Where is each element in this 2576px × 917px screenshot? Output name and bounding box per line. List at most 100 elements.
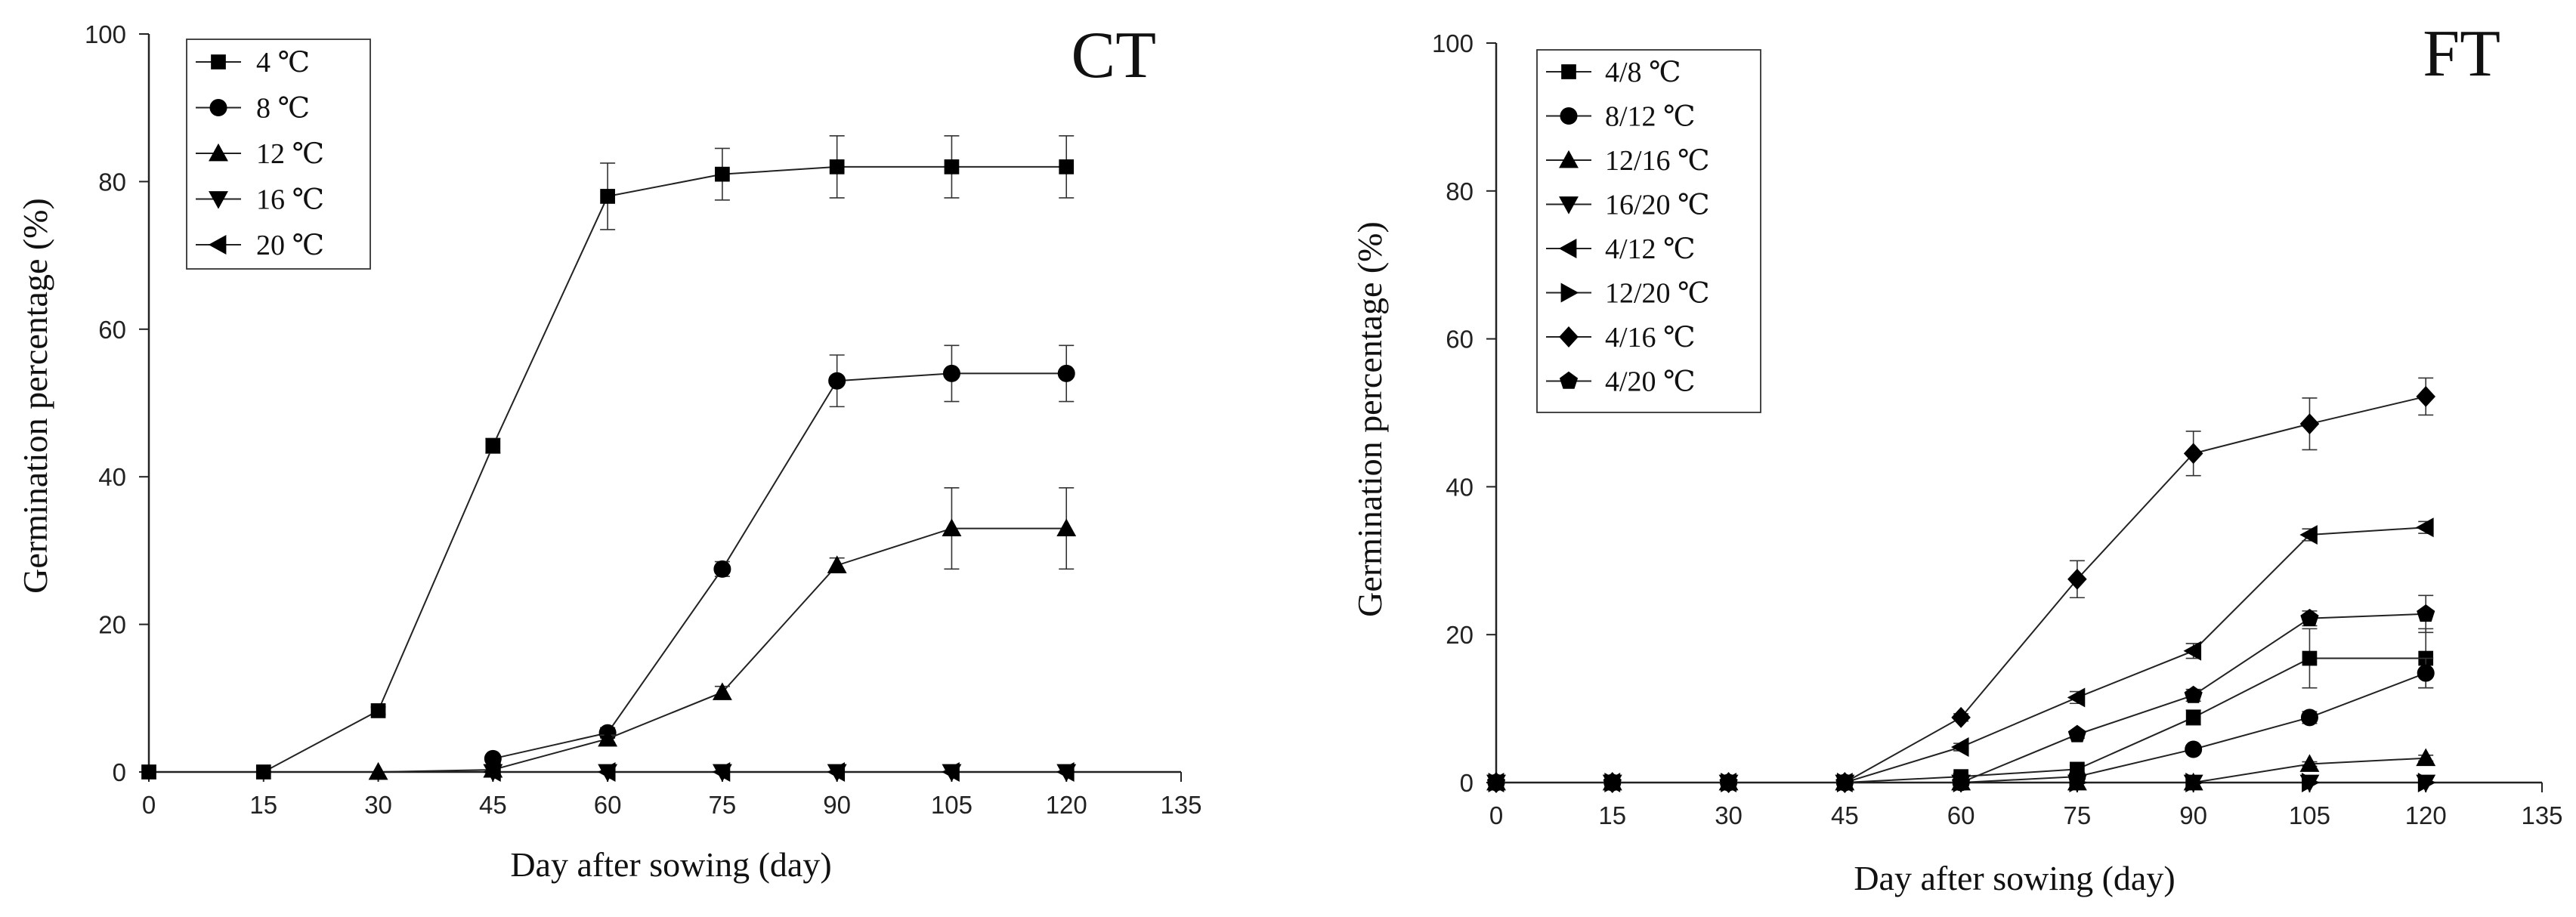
ft-point-12-20	[2417, 773, 2436, 792]
ft-legend-marker	[1560, 283, 1579, 303]
ct-legend-entry: 16 ℃	[196, 184, 324, 216]
ft-x-tick-label: 105	[2289, 801, 2330, 829]
ft-legend-marker	[1559, 196, 1579, 215]
ct-point-8	[828, 372, 846, 390]
ft-legend-label: 4/20 ℃	[1605, 366, 1696, 398]
ft-point-12-16	[2416, 748, 2436, 767]
ft-legend-entry: 12/20 ℃	[1546, 278, 1710, 310]
ct-x-tick-label: 120	[1046, 791, 1087, 819]
ft-point-4-16	[2067, 568, 2087, 590]
ft-x-tick-label: 135	[2521, 801, 2562, 829]
ft-point-4-20	[2417, 604, 2435, 622]
ft-point-12-20	[2069, 773, 2088, 792]
ft-series-4-20	[1486, 594, 2435, 791]
ct-y-axis-title: Germination percentage (%)	[16, 198, 54, 594]
ct-series-4	[141, 135, 1075, 780]
ct-y-tick-label: 0	[113, 758, 126, 786]
ct-series-8	[484, 344, 1075, 767]
ct-point-4	[255, 764, 271, 780]
ft-point-4-16	[2183, 443, 2203, 465]
ft-legend-label: 12/16 ℃	[1605, 145, 1710, 177]
ft-y-tick-label: 100	[1432, 29, 1474, 57]
ct-legend-marker	[209, 191, 228, 209]
ft-legend-entry: 12/16 ℃	[1546, 145, 1710, 177]
ft-point-4-12	[2183, 641, 2202, 661]
ft-legend-label: 12/20 ℃	[1605, 278, 1710, 310]
ft-point-4-12	[2416, 517, 2434, 538]
ft-series-line-4-20	[1496, 613, 2426, 783]
ft-legend-marker	[1560, 107, 1578, 125]
ft-point-4-12	[1950, 737, 1969, 757]
ct-point-12	[712, 682, 732, 700]
ct-y-tick-label: 80	[98, 168, 126, 196]
ct-series-line-8	[493, 372, 1067, 760]
ft-point-4-16	[2416, 386, 2436, 407]
ft-x-tick-label: 0	[1489, 801, 1503, 829]
ct-point-8	[713, 560, 731, 578]
ct-panel: 0 15 30 45 60 75 90 105 120 135 0 20 40 60 80 100 4 ℃ 8 …	[16, 19, 1202, 884]
ct-x-tick-label: 75	[709, 791, 737, 819]
ct-point-12	[368, 761, 388, 780]
ct-legend-entry: 20 ℃	[196, 230, 324, 261]
ft-x-tick-label: 120	[2405, 801, 2447, 829]
ft-point-12-16	[2299, 754, 2320, 772]
ct-series-20	[483, 762, 1075, 782]
ct-point-4	[944, 159, 960, 174]
ft-point-12-20	[2185, 773, 2203, 792]
ct-legend-label: 20 ℃	[256, 230, 324, 261]
ct-panel-label: CT	[1072, 19, 1156, 92]
ct-legend: 4 ℃ 8 ℃ 12 ℃ 16 ℃ 20 ℃	[186, 39, 371, 270]
ft-point-4-8	[2185, 709, 2201, 725]
ct-x-tick-label: 90	[823, 791, 851, 819]
ft-legend-label: 8/12 ℃	[1605, 101, 1696, 133]
ct-point-20	[1056, 762, 1075, 782]
ct-legend-entry: 12 ℃	[196, 138, 324, 170]
ft-point-4-16	[1951, 706, 1971, 728]
ft-legend-entry: 4/16 ℃	[1546, 322, 1696, 354]
ft-point-4-20	[1603, 773, 1622, 791]
ft-point-4-20	[2067, 724, 2086, 743]
ft-y-tick-label: 0	[1460, 769, 1474, 797]
ct-x-tick-label: 135	[1160, 791, 1201, 819]
ft-point-4-12	[2299, 525, 2318, 545]
ct-y-tick-label: 60	[98, 316, 126, 344]
ct-point-4	[829, 159, 845, 174]
ft-point-4-12	[2067, 687, 2086, 708]
ct-legend-entry: 8 ℃	[196, 93, 310, 125]
ct-point-8	[942, 364, 960, 382]
ct-legend-marker	[211, 54, 226, 69]
ct-x-tick-label: 0	[142, 791, 156, 819]
ft-point-4-20	[1835, 773, 1854, 791]
ft-legend-entry: 16/20 ℃	[1546, 190, 1710, 221]
ft-legend-marker	[1558, 239, 1577, 258]
ct-legend-label: 16 ℃	[256, 184, 324, 216]
ct-y-tick-label: 100	[85, 20, 126, 48]
ct-point-4	[715, 166, 730, 182]
ct-point-20	[712, 762, 731, 782]
ct-x-tick-label: 45	[479, 791, 507, 819]
ct-point-20	[597, 762, 616, 782]
ft-x-tick-label: 60	[1947, 801, 1975, 829]
ct-point-20	[942, 762, 960, 782]
ct-point-12	[1056, 518, 1077, 536]
ct-point-4	[600, 189, 615, 204]
ft-point-4-8	[2302, 650, 2318, 666]
ft-y-tick-label: 40	[1446, 473, 1474, 501]
ft-point-8-12	[2185, 740, 2203, 758]
ft-series-4-16	[1486, 377, 2436, 793]
ft-legend-marker	[1559, 371, 1579, 389]
ct-series-12	[368, 487, 1077, 780]
ft-legend-marker	[1559, 326, 1579, 347]
ft-y-tick-label: 60	[1446, 326, 1474, 354]
ct-point-8	[1057, 364, 1075, 382]
ct-y-tick-label: 20	[98, 611, 126, 639]
ct-point-12	[942, 518, 962, 536]
ct-point-20	[827, 762, 846, 782]
ft-panel: 0 15 30 45 60 75 90 105 120 135 0 20 40 60 80 100 4/8 ℃…	[1288, 0, 2576, 917]
ft-legend-marker	[1561, 64, 1576, 79]
ft-point-8-12	[2417, 664, 2435, 682]
ft-chart: 0 15 30 45 60 75 90 105 120 135 0 20 40 60 80 100 4/8 ℃…	[1350, 17, 2563, 897]
ft-x-tick-label: 90	[2179, 801, 2207, 829]
ct-chart: 0 15 30 45 60 75 90 105 120 135 0 20 40 60 80 100 4 ℃ 8 …	[16, 19, 1202, 884]
ft-legend: 4/8 ℃ 8/12 ℃ 12/16 ℃ 16/20 ℃ 4/12 ℃ 12/20 ℃ 4/…	[1536, 49, 1761, 413]
